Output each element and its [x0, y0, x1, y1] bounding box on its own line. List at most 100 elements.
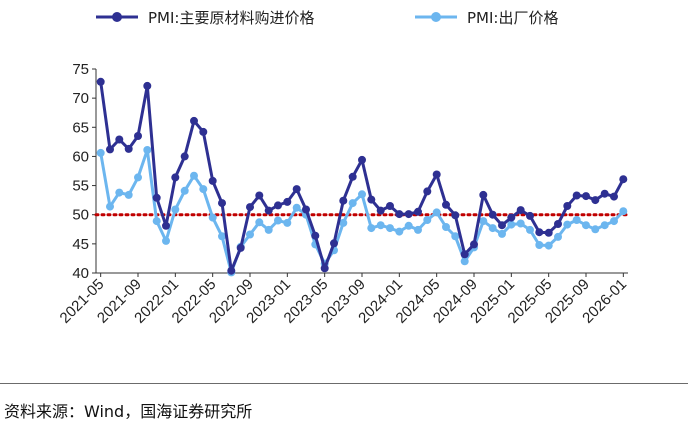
data-point [488, 210, 497, 219]
data-point [591, 196, 600, 205]
data-point [507, 213, 516, 222]
chart-legend: PMI:主要原材料购进价格 PMI:出厂价格 [96, 9, 558, 27]
data-point [302, 205, 310, 214]
data-point [544, 228, 553, 237]
data-point [124, 190, 133, 199]
data-point [414, 225, 422, 234]
data-point [171, 205, 180, 214]
data-point [162, 236, 170, 245]
source-note: 资料来源：Wind，国海证券研究所 [4, 402, 253, 421]
data-point [600, 189, 609, 198]
data-point [516, 206, 525, 215]
data-point [320, 264, 329, 273]
data-point [572, 191, 581, 200]
data-point [535, 241, 544, 249]
data-point [516, 219, 525, 228]
data-point [218, 199, 226, 208]
data-point [292, 203, 301, 212]
data-point [591, 225, 600, 234]
data-point [283, 197, 292, 206]
data-point [460, 257, 469, 266]
data-point [311, 231, 320, 240]
data-point [451, 232, 460, 241]
data-point [498, 229, 506, 238]
data-point [292, 185, 301, 194]
data-point [395, 210, 404, 219]
data-point [96, 77, 105, 86]
data-point [376, 221, 385, 230]
data-point [460, 250, 469, 259]
data-point [180, 152, 189, 161]
y-tick-label: 40 [72, 265, 89, 282]
y-tick-label: 45 [72, 236, 89, 253]
data-point [339, 196, 348, 205]
data-point [432, 170, 441, 179]
data-point [451, 211, 460, 220]
data-point [106, 202, 114, 211]
footer-divider [0, 383, 688, 384]
data-point [199, 185, 208, 194]
data-point [414, 207, 422, 216]
data-point [544, 241, 553, 250]
data-point [246, 203, 254, 212]
data-point [348, 199, 357, 208]
data-point [442, 223, 450, 231]
data-point [610, 192, 618, 201]
data-point [255, 218, 264, 227]
data-point [610, 217, 618, 226]
data-point [283, 218, 292, 227]
data-point [423, 216, 432, 224]
data-point [199, 127, 208, 136]
data-point [386, 202, 394, 210]
data-point [330, 239, 338, 248]
data-point [152, 217, 161, 226]
data-point [115, 188, 124, 197]
data-point [152, 193, 161, 202]
y-tick-label: 60 [72, 148, 89, 165]
data-point [442, 200, 450, 209]
data-point [619, 175, 628, 184]
data-point [143, 81, 152, 90]
data-point [143, 146, 152, 154]
pmi-price-line-chart: PMI:主要原材料购进价格 PMI:出厂价格 404550556065707520… [57, 9, 631, 327]
y-tick-label: 50 [72, 207, 89, 224]
data-point [339, 218, 348, 227]
data-point [507, 220, 516, 229]
data-point [526, 211, 534, 220]
data-point [582, 221, 590, 230]
data-point [526, 225, 534, 234]
data-point [115, 135, 124, 144]
data-point [134, 132, 142, 140]
legend-marker-2 [431, 12, 441, 22]
data-point [96, 148, 105, 157]
data-point [563, 220, 572, 229]
data-point [236, 243, 245, 252]
data-point [134, 173, 142, 182]
data-point [582, 192, 590, 201]
data-point [190, 116, 198, 125]
data-point [367, 195, 376, 204]
legend-label-1: PMI:主要原材料购进价格 [148, 9, 314, 27]
data-point [498, 221, 506, 230]
data-point [227, 266, 236, 275]
data-point [404, 221, 413, 230]
data-point [432, 208, 441, 217]
data-point [563, 202, 572, 210]
data-point [376, 206, 385, 215]
data-point [404, 210, 413, 219]
data-point [554, 220, 562, 228]
data-point [264, 206, 273, 215]
legend-marker-1 [112, 12, 122, 22]
legend-label-2: PMI:出厂价格 [467, 9, 558, 27]
data-point [124, 144, 133, 153]
data-point [358, 190, 366, 199]
data-point [274, 201, 282, 210]
data-point [395, 227, 404, 236]
data-point [264, 225, 273, 234]
data-point [255, 191, 264, 200]
data-point [106, 145, 114, 154]
data-point [600, 221, 609, 230]
data-point [358, 155, 366, 164]
data-point [171, 173, 180, 182]
data-point [470, 240, 478, 249]
